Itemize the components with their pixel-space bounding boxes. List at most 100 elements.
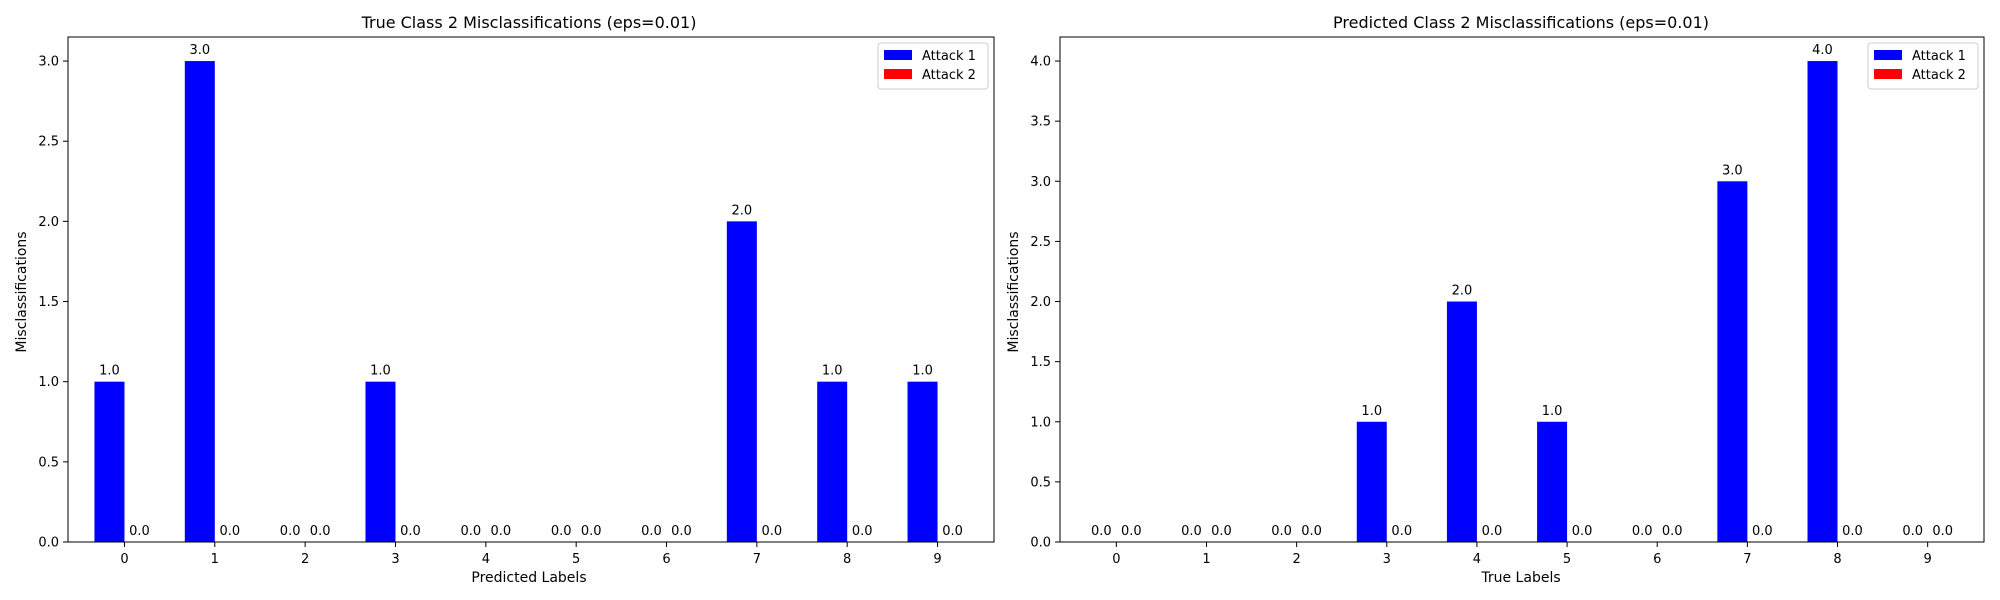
x-tick-label: 3 <box>1383 552 1391 567</box>
x-tick-label: 0 <box>120 552 128 567</box>
x-tick-label: 7 <box>753 552 761 567</box>
data-label: 0.0 <box>1932 524 1953 539</box>
y-tick-label: 2.5 <box>38 135 59 150</box>
y-tick-label: 2.5 <box>1030 235 1051 250</box>
data-label: 0.0 <box>1752 524 1773 539</box>
y-tick-label: 3.0 <box>1030 175 1051 190</box>
x-tick-label: 9 <box>1924 552 1932 567</box>
bar-attack-1 <box>817 381 848 542</box>
legend-label: Attack 1 <box>922 49 976 64</box>
x-tick-label: 4 <box>1473 552 1481 567</box>
plot-frame <box>1059 36 1985 543</box>
data-label: 0.0 <box>1181 524 1202 539</box>
legend-swatch <box>1874 69 1902 79</box>
x-tick-label: 4 <box>482 552 490 567</box>
x-axis-label: Predicted Labels <box>471 570 586 586</box>
x-tick-label: 2 <box>1292 552 1300 567</box>
legend: Attack 1 Attack 2 <box>1867 42 1979 90</box>
y-tick-label: 1.0 <box>38 375 59 390</box>
y-tick-label: 2.0 <box>38 215 59 230</box>
y-axis-label: Misclassifications <box>1006 231 1022 352</box>
data-label: 0.0 <box>1842 524 1863 539</box>
bar-attack-1 <box>907 381 938 542</box>
x-tick-label: 5 <box>572 552 580 567</box>
chart-true-class-2: True Class 2 Misclassifications (eps=0.0… <box>14 13 995 586</box>
data-label: 0.0 <box>1902 524 1923 539</box>
y-tick-label: 4.0 <box>1030 55 1051 70</box>
bar-attack-1 <box>184 61 215 543</box>
x-tick-label: 2 <box>301 552 309 567</box>
x-tick-label: 1 <box>1202 552 1210 567</box>
data-label: 0.0 <box>671 524 692 539</box>
data-label: 0.0 <box>1632 524 1653 539</box>
data-label: 0.0 <box>1662 524 1683 539</box>
data-label: 0.0 <box>1482 524 1503 539</box>
data-label: 1.0 <box>99 364 120 379</box>
data-label: 0.0 <box>852 524 873 539</box>
bar-attack-1 <box>1717 181 1748 543</box>
data-label: 0.0 <box>1391 524 1412 539</box>
x-tick-label: 3 <box>391 552 399 567</box>
data-label: 2.0 <box>732 203 753 218</box>
y-tick-label: 3.5 <box>1030 115 1051 130</box>
bar-attack-1 <box>365 381 396 542</box>
data-label: 0.0 <box>1271 524 1292 539</box>
y-tick-label: 3.0 <box>38 55 59 70</box>
x-tick-label: 8 <box>843 552 851 567</box>
legend-label: Attack 2 <box>922 68 976 83</box>
data-label: 0.0 <box>400 524 421 539</box>
data-label: 0.0 <box>1301 524 1322 539</box>
bar-attack-1 <box>726 221 757 542</box>
data-label: 0.0 <box>551 524 572 539</box>
data-label: 0.0 <box>490 524 511 539</box>
data-label: 0.0 <box>581 524 602 539</box>
data-label: 3.0 <box>189 43 210 58</box>
x-tick-label: 6 <box>1653 552 1661 567</box>
plot-frame <box>67 36 995 543</box>
data-label: 0.0 <box>219 524 240 539</box>
bar-attack-1 <box>1446 301 1477 542</box>
chart-title: True Class 2 Misclassifications (eps=0.0… <box>361 13 697 32</box>
data-label: 2.0 <box>1452 284 1473 299</box>
data-label: 0.0 <box>460 524 481 539</box>
bar-attack-1 <box>1356 421 1387 542</box>
x-tick-label: 0 <box>1112 552 1120 567</box>
bar-attack-1 <box>1537 421 1568 542</box>
y-tick-label: 0.0 <box>1030 536 1051 551</box>
legend-label: Attack 2 <box>1912 68 1966 83</box>
y-tick-label: 0.0 <box>38 536 59 551</box>
data-label: 0.0 <box>1211 524 1232 539</box>
y-tick-label: 0.5 <box>38 455 59 470</box>
x-tick-label: 1 <box>211 552 219 567</box>
chart-predicted-class-2: Predicted Class 2 Misclassifications (ep… <box>1006 13 1985 586</box>
y-axis-label: Misclassifications <box>14 231 30 352</box>
data-label: 0.0 <box>762 524 783 539</box>
x-tick-label: 8 <box>1833 552 1841 567</box>
data-label: 1.0 <box>370 364 391 379</box>
y-tick-label: 0.5 <box>1030 475 1051 490</box>
data-label: 0.0 <box>1091 524 1112 539</box>
chart-title: Predicted Class 2 Misclassifications (ep… <box>1333 13 1709 32</box>
data-label: 1.0 <box>1361 404 1382 419</box>
y-tick-label: 1.0 <box>1030 415 1051 430</box>
data-label: 0.0 <box>641 524 662 539</box>
legend-swatch <box>1874 50 1902 60</box>
data-label: 1.0 <box>822 364 843 379</box>
x-tick-label: 9 <box>933 552 941 567</box>
y-tick-label: 2.0 <box>1030 295 1051 310</box>
data-label: 1.0 <box>1542 404 1563 419</box>
y-tick-label: 1.5 <box>1030 355 1051 370</box>
bar-attack-1 <box>94 381 125 542</box>
x-axis-label: True Labels <box>1480 570 1560 586</box>
data-label: 3.0 <box>1722 163 1743 178</box>
data-label: 1.0 <box>912 364 933 379</box>
data-label: 0.0 <box>280 524 301 539</box>
data-label: 0.0 <box>1572 524 1593 539</box>
legend: Attack 1 Attack 2 <box>877 42 989 90</box>
legend-swatch <box>884 69 912 79</box>
data-label: 0.0 <box>942 524 963 539</box>
data-label: 0.0 <box>129 524 150 539</box>
y-tick-label: 1.5 <box>38 295 59 310</box>
x-tick-label: 6 <box>662 552 670 567</box>
